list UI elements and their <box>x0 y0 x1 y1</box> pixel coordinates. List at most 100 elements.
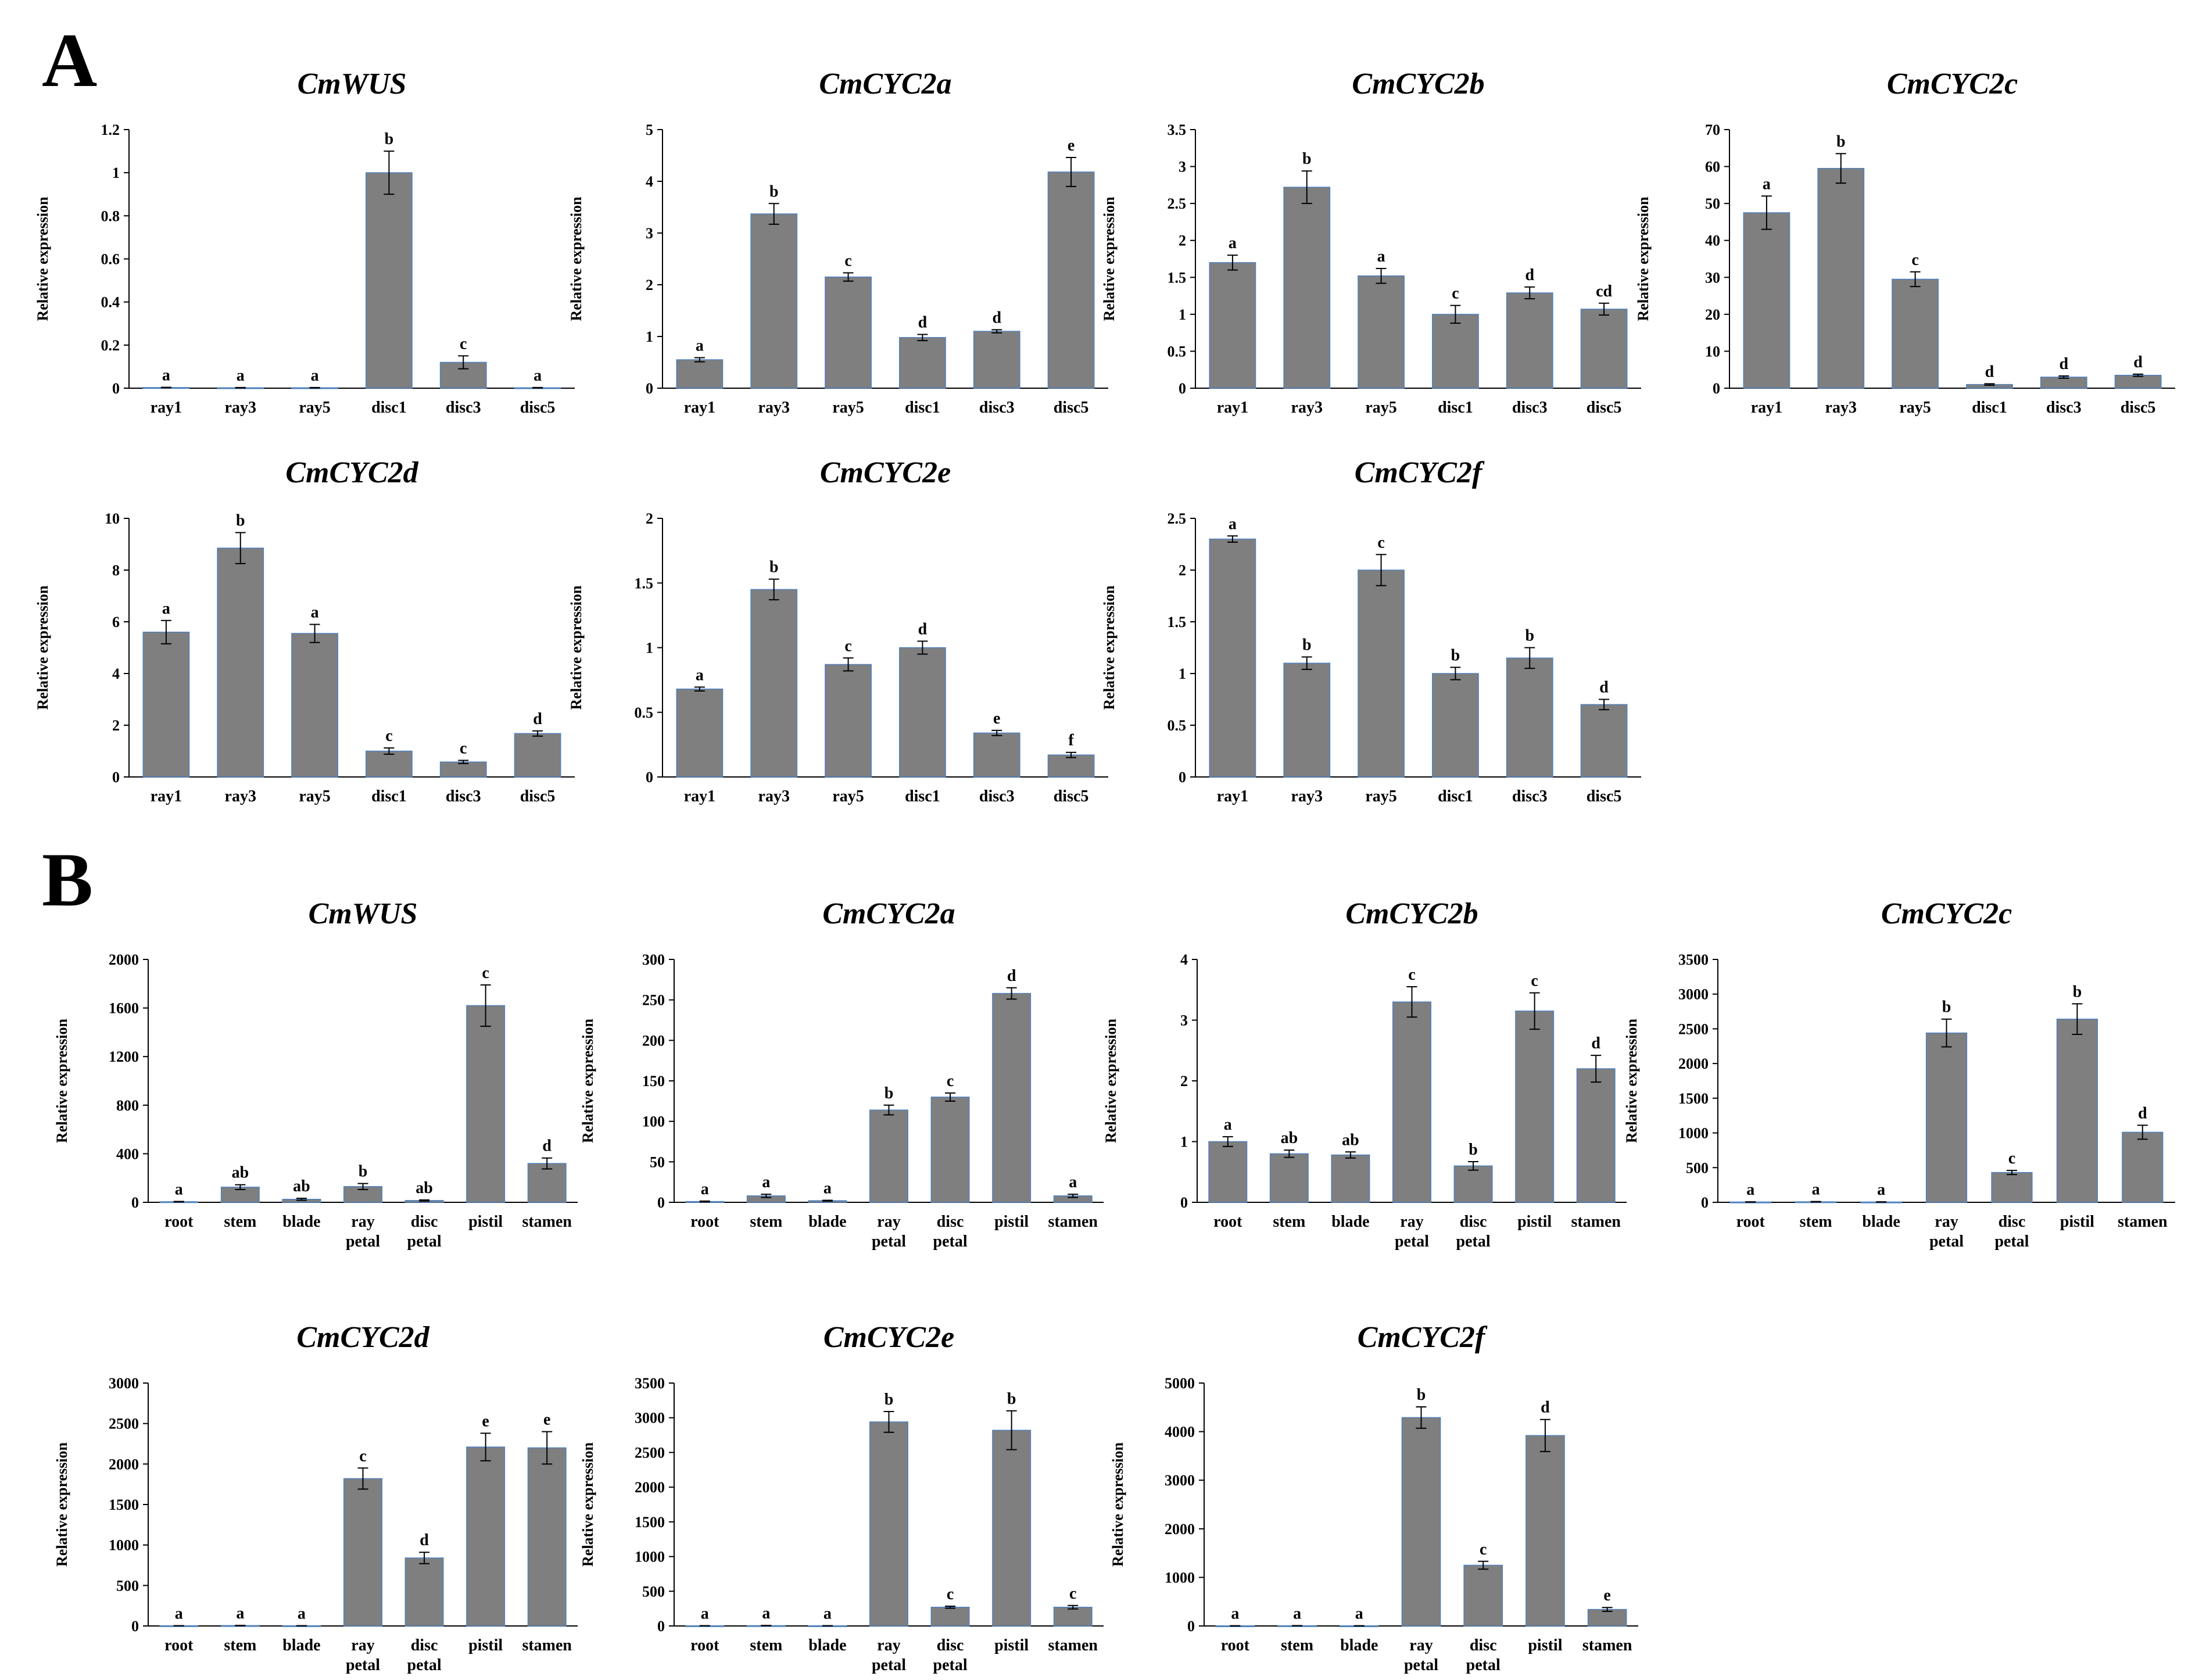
x-tick-label-line: petal <box>346 1656 380 1674</box>
y-tick-label: 3000 <box>635 1410 665 1427</box>
significance-letter: cd <box>1596 282 1612 300</box>
x-tick-label: ray5 <box>832 787 864 805</box>
x-tick-label: pistil <box>994 1636 1029 1654</box>
significance-letter: c <box>1531 972 1538 990</box>
x-tick-label: ray1 <box>151 787 182 805</box>
significance-letter: c <box>2008 1149 2015 1167</box>
y-tick-label: 1500 <box>109 1496 139 1513</box>
y-tick-label: 10 <box>1705 343 1720 360</box>
bar <box>142 632 190 778</box>
x-tick-label: ray1 <box>151 399 182 417</box>
x-tick-label-line: blade <box>808 1636 846 1654</box>
bar <box>930 1097 970 1203</box>
x-tick-label-line: petal <box>1929 1233 1964 1251</box>
x-tick-label: stamen <box>522 1213 572 1231</box>
y-tick-label: 0 <box>1701 1194 1709 1211</box>
bar <box>1283 187 1331 389</box>
y-tick-label: 4 <box>1180 951 1188 968</box>
x-tick-label: blade <box>1340 1636 1378 1654</box>
y-tick-label: 2500 <box>1678 1020 1709 1037</box>
x-tick-label-line: disc5 <box>2121 399 2156 417</box>
bar <box>676 688 724 778</box>
x-tick-label: blade <box>808 1636 846 1654</box>
bar <box>404 1557 444 1627</box>
significance-letter: e <box>543 1411 550 1429</box>
significance-letter: a <box>762 1173 770 1191</box>
bar <box>466 1446 506 1627</box>
significance-letter: b <box>769 182 779 200</box>
x-tick-label-line: disc1 <box>1438 787 1473 805</box>
bar <box>973 331 1020 389</box>
bar <box>1432 673 1479 778</box>
x-tick-label-line: disc3 <box>979 399 1015 417</box>
x-tick-label-line: disc3 <box>2046 399 2082 417</box>
x-tick-label-line: blade <box>808 1213 846 1231</box>
y-tick-label: 2 <box>112 717 120 734</box>
significance-letter: a <box>1229 515 1237 533</box>
chart-title: CmWUS <box>298 67 407 101</box>
significance-letter: a <box>696 336 704 354</box>
y-tick-label: 3500 <box>635 1375 665 1392</box>
x-tick-label: stem <box>750 1213 782 1231</box>
x-tick-label: ray petal <box>346 1213 380 1251</box>
bar <box>1358 275 1405 389</box>
significance-letter: f <box>1068 732 1074 750</box>
bar <box>1576 1068 1616 1203</box>
x-tick-label: ray1 <box>684 787 715 805</box>
y-tick-label: 0 <box>646 769 653 786</box>
y-tick-label: 0.5 <box>635 704 654 721</box>
bar <box>869 1421 908 1627</box>
y-tick-label: 30 <box>1705 269 1720 286</box>
bar <box>1392 1001 1431 1203</box>
y-tick-label: 8 <box>112 562 120 579</box>
x-tick-label: pistil <box>1528 1636 1562 1654</box>
x-tick-label-line: root <box>1221 1636 1250 1654</box>
chart-a-cmcyc2d: CmCYC2d Relative expression 0 2 4 6 8 10 a ray1 b r… <box>34 456 575 805</box>
x-tick-label-line: disc3 <box>1512 399 1548 417</box>
y-tick-label: 400 <box>116 1145 139 1162</box>
x-tick-label-line: blade <box>282 1636 320 1654</box>
significance-letter: ab <box>416 1179 433 1197</box>
x-tick-label-line: disc3 <box>446 787 481 805</box>
bar <box>1401 1417 1441 1627</box>
x-tick-label: ray3 <box>1825 399 1857 417</box>
chart-title: CmCYC2b <box>1345 897 1478 930</box>
x-tick-label-line: pistil <box>2060 1213 2094 1231</box>
y-tick-label: 1 <box>646 640 653 657</box>
y-tick-label: 2500 <box>635 1444 665 1461</box>
x-tick-label-line: ray1 <box>151 399 182 417</box>
x-tick-label-line: stamen <box>2118 1213 2168 1231</box>
x-tick-label: root <box>1221 1636 1250 1654</box>
x-tick-label-line: disc3 <box>979 787 1015 805</box>
x-tick-label-line: ray3 <box>758 399 790 417</box>
significance-letter: d <box>2133 353 2143 371</box>
x-tick-label: disc5 <box>1587 787 1622 805</box>
bar <box>1047 171 1095 389</box>
x-tick-label-line: disc1 <box>1972 399 2007 417</box>
x-tick-label: disc1 <box>371 399 407 417</box>
bar <box>1209 262 1256 389</box>
y-tick-label: 500 <box>642 1583 665 1600</box>
x-tick-label: root <box>690 1636 719 1654</box>
x-tick-label: root <box>164 1636 194 1654</box>
x-tick-label: ray1 <box>1751 399 1782 417</box>
significance-letter: e <box>993 710 1000 728</box>
x-tick-label: disc3 <box>446 399 481 417</box>
x-tick-label-line: stamen <box>1048 1636 1098 1654</box>
x-tick-label-line: blade <box>1340 1636 1378 1654</box>
bar <box>1515 1011 1555 1203</box>
chart-title: CmCYC2c <box>1881 897 2012 930</box>
significance-letter: a <box>701 1605 709 1623</box>
x-tick-label-line: ray <box>351 1213 374 1231</box>
y-tick-label: 1 <box>646 328 653 345</box>
y-tick-label: 2 <box>646 277 653 293</box>
x-tick-label-line: ray <box>1400 1213 1423 1231</box>
chart-b-cmcyc2d: CmCYC2d Relative expression 0 500 1000 1500 20… <box>53 1321 578 1674</box>
significance-letter: c <box>844 637 851 655</box>
y-tick-label: 3000 <box>1165 1472 1195 1489</box>
x-tick-label-line: ray1 <box>1217 399 1248 417</box>
x-tick-label-line: stamen <box>522 1213 572 1231</box>
x-tick-label-line: disc <box>411 1213 438 1231</box>
x-tick-label: disc3 <box>979 787 1015 805</box>
